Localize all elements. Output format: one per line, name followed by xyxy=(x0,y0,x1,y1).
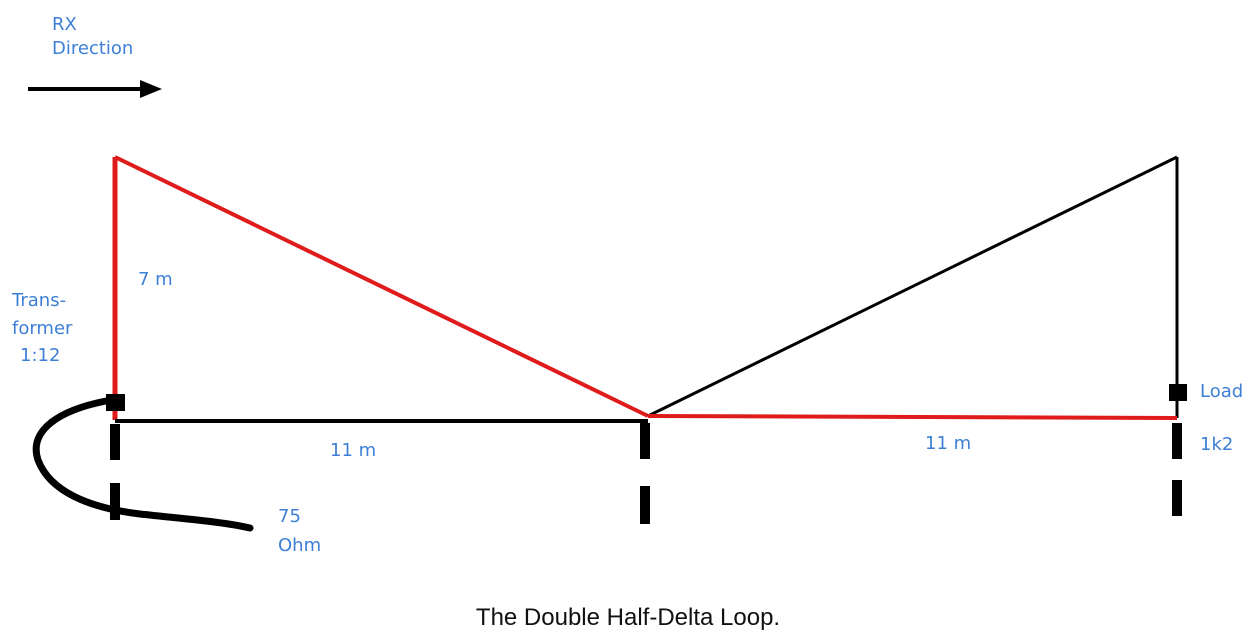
left-span-label: 11 m xyxy=(330,440,377,461)
height-label: 7 m xyxy=(138,269,173,290)
load-label: Load xyxy=(1200,381,1244,402)
middle-ground-post xyxy=(640,423,650,524)
right-ground-post xyxy=(1172,423,1182,516)
coax-impedance-line2: Ohm xyxy=(278,535,322,556)
direction-label: Direction xyxy=(52,38,134,59)
coax-impedance-line1: 75 xyxy=(278,506,301,527)
load-value-label: 1k2 xyxy=(1200,434,1234,455)
rx-direction-arrow-icon xyxy=(28,80,162,98)
rx-label: RX xyxy=(52,14,77,35)
right-span-label: 11 m xyxy=(925,433,972,454)
right-bottom-wire xyxy=(647,414,1178,420)
load-box xyxy=(1169,384,1187,401)
left-diagonal-wire xyxy=(114,155,649,418)
transformer-box xyxy=(106,394,125,411)
diagram-caption: The Double Half-Delta Loop. xyxy=(475,604,781,631)
transformer-label-line2: former xyxy=(12,318,73,339)
transformer-label-line1: Trans- xyxy=(12,290,67,311)
left-ground-post xyxy=(110,424,120,520)
coax-feed-cable xyxy=(32,397,254,532)
transformer-ratio-label: 1:12 xyxy=(20,345,61,366)
right-diagonal-wire xyxy=(647,155,1178,418)
